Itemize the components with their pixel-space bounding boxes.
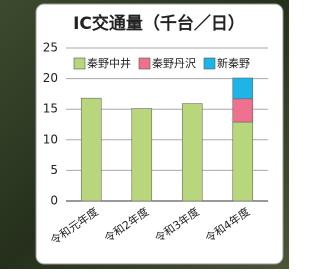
legend-label: 秦野中井	[87, 56, 131, 70]
y-tick-label: 5	[50, 163, 58, 177]
chart: IC交通量（千台／日） 0510152025秦野中井秦野丹沢新秦野令和元年度令和…	[0, 0, 289, 269]
bar-segment	[233, 78, 253, 99]
legend-swatch	[74, 58, 85, 69]
bar-segment	[81, 98, 101, 201]
bar-segment	[182, 104, 202, 201]
y-tick-label: 20	[43, 71, 58, 85]
legend-swatch	[139, 58, 150, 69]
bar-segment	[132, 109, 152, 201]
bar-segment	[233, 99, 253, 122]
legend-label: 新秦野	[217, 56, 250, 70]
y-tick-label: 0	[50, 194, 58, 208]
legend-swatch	[204, 58, 215, 69]
y-tick-label: 15	[43, 102, 58, 116]
y-tick-label: 10	[43, 132, 58, 146]
chart-title: IC交通量（千台／日）	[73, 13, 245, 34]
legend-label: 秦野丹沢	[152, 56, 196, 70]
bar-segment	[233, 122, 253, 201]
y-tick-label: 25	[43, 41, 58, 55]
